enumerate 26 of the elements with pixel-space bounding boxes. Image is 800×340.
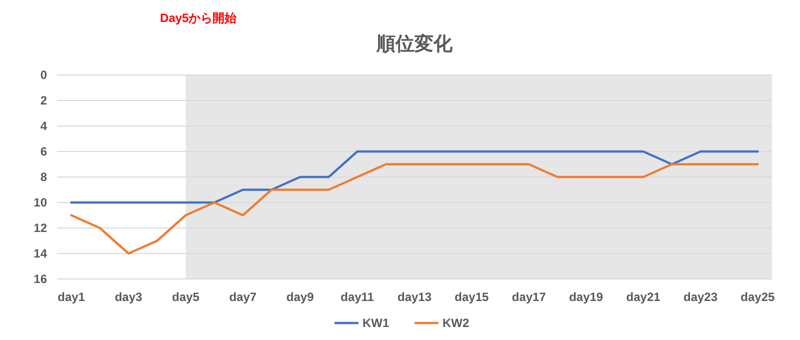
y-tick-label: 2: [40, 94, 48, 108]
x-tick-label: day17: [512, 290, 546, 304]
y-tick-label: 10: [34, 196, 48, 210]
chart-title: 順位変化: [376, 33, 454, 55]
y-tick-label: 8: [40, 170, 48, 184]
y-tick-label: 4: [40, 119, 48, 133]
x-tick-label: day3: [114, 290, 142, 304]
x-tick-label: day23: [683, 290, 718, 304]
x-tick-label: day15: [454, 290, 490, 304]
y-tick-label: 12: [34, 221, 48, 235]
y-tick-label: 14: [34, 246, 48, 260]
text: Day5から開始: [160, 11, 238, 25]
x-tick-label: day7: [229, 290, 257, 304]
x-tick-label: day19: [569, 290, 604, 304]
x-tick-label: day5: [172, 290, 200, 304]
x-tick-label: day25: [740, 290, 776, 304]
y-tick-label: 0: [40, 68, 48, 82]
legend-label: KW2: [442, 316, 470, 330]
x-tick-label: day13: [397, 290, 432, 304]
x-tick-label: day9: [286, 290, 314, 304]
x-tick-label: day1: [58, 290, 86, 304]
y-tick-label: 6: [40, 144, 48, 158]
x-tick-label: day11: [340, 290, 374, 304]
legend-label: KW1: [362, 316, 390, 330]
x-tick-label: day21: [626, 290, 661, 304]
y-tick-label: 16: [34, 272, 48, 286]
